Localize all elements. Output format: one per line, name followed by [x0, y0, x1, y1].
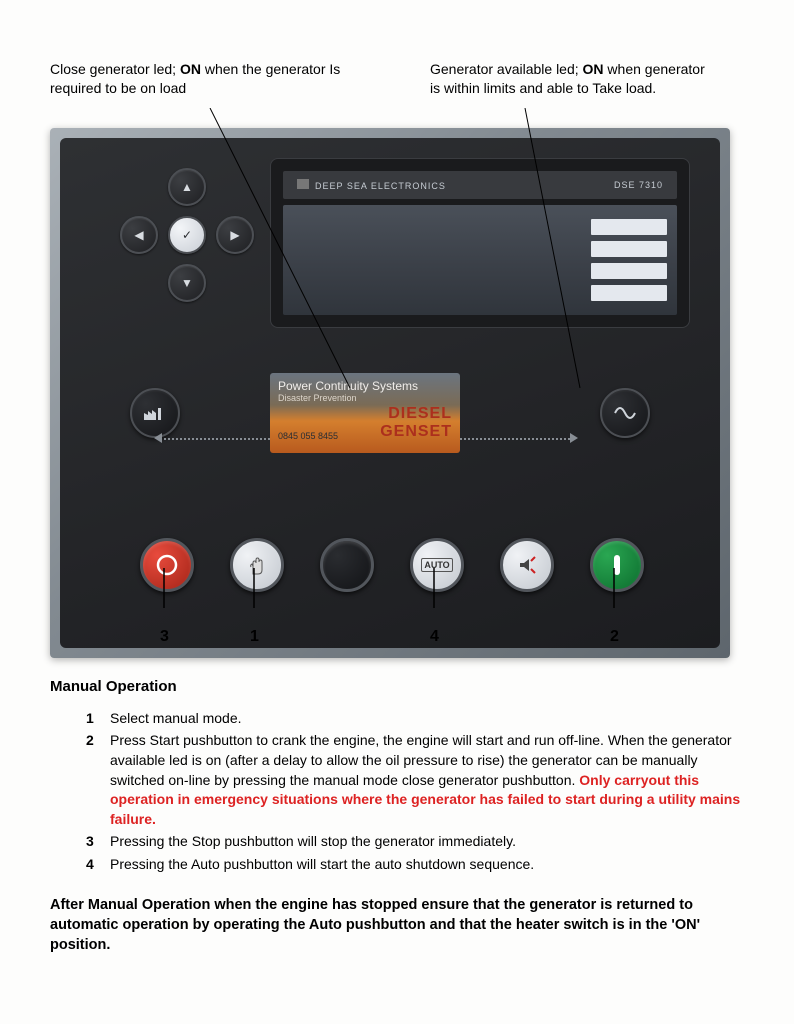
- panel-face: ▲ ◀ ✓ ▶ ▼ DEEP SEA ELECTRONICS DSE 7310: [60, 138, 720, 648]
- label-brand1: DIESEL: [278, 405, 452, 423]
- arrow-right-icon: [570, 433, 578, 443]
- step-item: 2 Press Start pushbutton to crank the en…: [86, 731, 744, 829]
- hand-icon: [246, 554, 268, 576]
- led-strip: [591, 219, 667, 307]
- arrow-left-icon: [154, 433, 162, 443]
- num-label-auto: 4: [430, 628, 439, 646]
- num-label-stop: 3: [160, 628, 169, 646]
- step-item: 4 Pressing the Auto pushbutton will star…: [86, 855, 744, 875]
- display-header: DEEP SEA ELECTRONICS DSE 7310: [283, 171, 677, 199]
- nav-left-button[interactable]: ◀: [120, 216, 158, 254]
- step-number: 1: [86, 709, 94, 729]
- callout-row: Close generator led; ON when the generat…: [50, 60, 744, 98]
- nav-up-button[interactable]: ▲: [168, 168, 206, 206]
- callout-bold: ON: [583, 61, 604, 77]
- control-button-row: AUTO: [100, 538, 680, 608]
- step-item: 3 Pressing the Stop pushbutton will stop…: [86, 832, 744, 852]
- display-brand-text: DEEP SEA ELECTRONICS: [315, 181, 446, 191]
- callout-text: Close generator led;: [50, 61, 180, 77]
- label-brand2: GENSET: [380, 423, 452, 441]
- sine-icon: [612, 400, 638, 426]
- label-phone: 0845 055 8455: [278, 431, 338, 441]
- step-number: 4: [86, 855, 94, 875]
- after-operation-note: After Manual Operation when the engine h…: [50, 895, 744, 956]
- auto-icon: AUTO: [421, 558, 452, 572]
- nav-right-button[interactable]: ▶: [216, 216, 254, 254]
- start-icon: [607, 553, 627, 577]
- display-frame: DEEP SEA ELECTRONICS DSE 7310: [270, 158, 690, 328]
- step-number: 2: [86, 731, 94, 751]
- generator-available-button[interactable]: [600, 388, 650, 438]
- horn-icon: [516, 554, 538, 576]
- section-heading: Manual Operation: [50, 678, 744, 695]
- callout-text: Generator available led;: [430, 61, 583, 77]
- step-text: Select manual mode.: [110, 710, 242, 726]
- close-generator-button[interactable]: [130, 388, 180, 438]
- manual-mode-button[interactable]: [230, 538, 284, 592]
- callout-close-generator-led: Close generator led; ON when the generat…: [50, 60, 350, 98]
- factory-icon: [143, 405, 167, 421]
- num-label-hand: 1: [250, 628, 259, 646]
- dse-logo-icon: [297, 179, 309, 189]
- step-item: 1 Select manual mode.: [86, 709, 744, 729]
- callout-bold: ON: [180, 61, 201, 77]
- display-model: DSE 7310: [614, 180, 663, 190]
- led-slot: [591, 263, 667, 279]
- stop-icon: [156, 554, 178, 576]
- transfer-indicator-line: [460, 438, 570, 441]
- auto-mode-button[interactable]: AUTO: [410, 538, 464, 592]
- label-line2: Disaster Prevention: [278, 393, 452, 403]
- stop-button[interactable]: [140, 538, 194, 592]
- transfer-indicator-line: [160, 438, 270, 441]
- panel-bezel: ▲ ◀ ✓ ▶ ▼ DEEP SEA ELECTRONICS DSE 7310: [50, 128, 730, 658]
- lcd-screen: [283, 205, 677, 315]
- steps-list: 1 Select manual mode. 2 Press Start push…: [86, 709, 744, 875]
- alarm-mute-button[interactable]: [500, 538, 554, 592]
- step-text: Pressing the Stop pushbutton will stop t…: [110, 833, 516, 849]
- num-label-start: 2: [610, 628, 619, 646]
- start-button[interactable]: [590, 538, 644, 592]
- display-logo: DEEP SEA ELECTRONICS: [297, 179, 446, 191]
- step-text: Pressing the Auto pushbutton will start …: [110, 856, 534, 872]
- led-slot: [591, 285, 667, 301]
- led-slot: [591, 219, 667, 235]
- blank-button[interactable]: [320, 538, 374, 592]
- nav-down-button[interactable]: ▼: [168, 264, 206, 302]
- nav-cluster: ▲ ◀ ✓ ▶ ▼: [120, 168, 250, 318]
- step-number: 3: [86, 832, 94, 852]
- label-line1: Power Continuity Systems: [278, 379, 452, 393]
- control-panel-figure: ▲ ◀ ✓ ▶ ▼ DEEP SEA ELECTRONICS DSE 7310: [50, 108, 730, 658]
- led-slot: [591, 241, 667, 257]
- product-label: Power Continuity Systems Disaster Preven…: [270, 373, 460, 453]
- callout-generator-available-led: Generator available led; ON when generat…: [430, 60, 710, 98]
- nav-ok-button[interactable]: ✓: [168, 216, 206, 254]
